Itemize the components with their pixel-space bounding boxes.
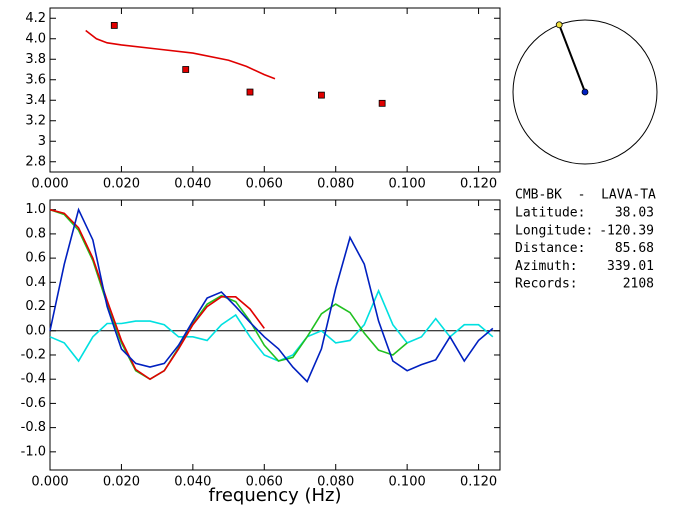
y-tick-label: 3.4 bbox=[25, 93, 46, 108]
info-value: -120.39 bbox=[599, 223, 654, 238]
info-label: Azimuth: bbox=[515, 259, 578, 274]
data-line bbox=[49, 208, 265, 381]
x-tick-label: 0.120 bbox=[460, 475, 497, 490]
y-tick-label: 1.0 bbox=[25, 202, 46, 217]
data-line bbox=[49, 208, 408, 381]
y-tick-label: 3.6 bbox=[25, 72, 46, 87]
plot-frame bbox=[49, 199, 501, 471]
info-label: Distance: bbox=[515, 241, 585, 256]
y-tick-label: 2.8 bbox=[25, 154, 46, 169]
info-label: Latitude: bbox=[515, 206, 585, 221]
x-tick-label: 0.100 bbox=[389, 177, 426, 192]
x-axis-label: frequency (Hz) bbox=[208, 485, 341, 506]
station-pair: CMB-BK - LAVA-TA bbox=[515, 188, 656, 203]
center-dot bbox=[581, 88, 589, 96]
y-tick-label: 3.8 bbox=[25, 52, 46, 67]
data-line bbox=[85, 29, 276, 80]
x-tick-label: 0.020 bbox=[103, 475, 140, 490]
info-value: 85.68 bbox=[615, 241, 654, 256]
x-tick-label: 0.060 bbox=[246, 475, 283, 490]
y-tick-label: -1.0 bbox=[21, 444, 46, 459]
data-point bbox=[246, 88, 254, 96]
azimuth-needle bbox=[558, 24, 586, 93]
info-label: Records: bbox=[515, 277, 578, 292]
data-point bbox=[182, 66, 190, 73]
plot-frame bbox=[49, 7, 501, 173]
x-tick-label: 0.000 bbox=[31, 475, 68, 490]
x-tick-label: 0.100 bbox=[389, 475, 426, 490]
x-tick-label: 0.120 bbox=[460, 177, 497, 192]
y-tick-label: -0.2 bbox=[21, 347, 46, 362]
x-tick-label: 0.080 bbox=[317, 475, 354, 490]
info-value: 339.01 bbox=[607, 259, 654, 274]
x-tick-label: 0.040 bbox=[174, 475, 211, 490]
x-tick-label: 0.000 bbox=[31, 177, 68, 192]
y-tick-label: -0.8 bbox=[21, 420, 46, 435]
station-dot bbox=[555, 21, 563, 29]
data-line bbox=[49, 207, 494, 384]
x-tick-label: 0.040 bbox=[174, 177, 211, 192]
data-point bbox=[318, 91, 325, 99]
x-tick-label: 0.080 bbox=[317, 177, 354, 192]
y-tick-label: 0.4 bbox=[25, 275, 46, 290]
y-tick-label: 0.6 bbox=[25, 251, 46, 266]
x-tick-label: 0.060 bbox=[246, 177, 283, 192]
info-value: 38.03 bbox=[615, 206, 654, 221]
info-label: Longitude: bbox=[515, 223, 593, 238]
y-tick-label: -0.6 bbox=[21, 396, 46, 411]
y-tick-label: 0.8 bbox=[25, 226, 46, 241]
y-tick-label: 4.0 bbox=[25, 31, 46, 46]
data-point bbox=[110, 22, 118, 29]
y-tick-label: 3 bbox=[38, 134, 46, 149]
data-line bbox=[49, 288, 494, 363]
y-tick-label: -0.4 bbox=[21, 372, 46, 387]
y-tick-label: 0.0 bbox=[25, 323, 46, 338]
y-tick-label: 3.2 bbox=[25, 113, 46, 128]
y-tick-label: 0.2 bbox=[25, 299, 46, 314]
x-tick-label: 0.020 bbox=[103, 177, 140, 192]
y-tick-label: 4.2 bbox=[25, 11, 46, 26]
info-value: 2108 bbox=[623, 277, 654, 292]
data-point bbox=[378, 99, 386, 107]
compass-circle bbox=[512, 19, 658, 165]
